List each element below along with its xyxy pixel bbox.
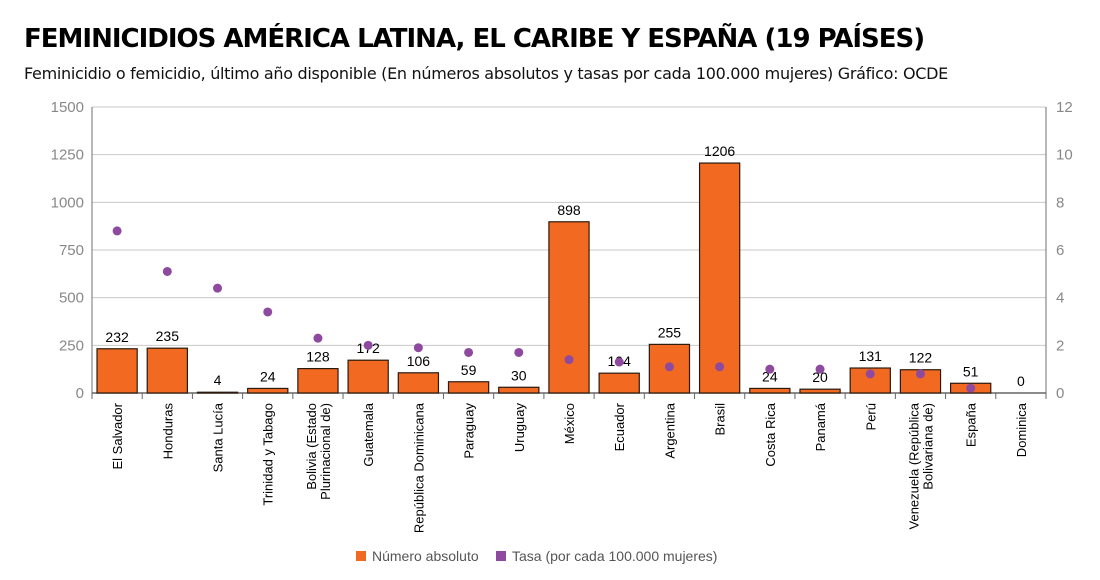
rate-dot — [413, 343, 423, 353]
legend-label: Tasa (por cada 100.000 mujeres) — [512, 548, 717, 564]
legend-swatch — [356, 551, 366, 561]
legend-label: Número absoluto — [372, 548, 479, 564]
x-category-label: Ecuador — [612, 402, 627, 451]
legend-swatch — [496, 551, 506, 561]
x-category-label: Paraguay — [462, 403, 477, 459]
bar-value-label: 30 — [511, 367, 527, 383]
rate-dot — [966, 383, 976, 393]
bar-value-label: 0 — [1017, 373, 1025, 389]
bar — [447, 381, 490, 394]
x-category-label: Guatemala — [361, 402, 376, 466]
bar-value-label: 59 — [461, 362, 477, 378]
bar — [548, 221, 590, 394]
bar-value-label: 128 — [306, 349, 330, 365]
x-category-label: El Salvador — [110, 402, 125, 469]
x-category-label: Argentina — [662, 402, 677, 458]
rate-dot — [564, 355, 574, 365]
bar-value-label: 20 — [812, 369, 828, 385]
x-category-label: México — [562, 403, 577, 444]
rate-dot — [464, 347, 474, 357]
chart-subtitle: Feminicidio o femicidio, último año disp… — [24, 64, 948, 83]
rate-dot — [614, 357, 624, 367]
chart-title: FEMINICIDIOS AMÉRICA LATINA, EL CARIBE Y… — [24, 24, 925, 54]
bar-value-label: 232 — [105, 329, 129, 345]
x-category-label: Plurinacional de) — [318, 403, 333, 500]
x-category-label: Santa Lucía — [211, 402, 226, 472]
y-left-tick-label: 1000 — [51, 194, 84, 211]
bar — [146, 347, 189, 394]
rate-dot — [815, 364, 825, 374]
y-right-tick-label: 10 — [1056, 147, 1073, 164]
bar — [196, 391, 239, 394]
x-category-label: Dominica — [1014, 402, 1029, 457]
bar-value-label: 106 — [407, 353, 431, 369]
bar-value-label: 24 — [762, 368, 778, 384]
bar — [598, 372, 640, 394]
rate-dot — [915, 369, 925, 379]
x-category-label: Perú — [863, 403, 878, 430]
y-left-tick-label: 500 — [59, 290, 84, 307]
y-right-tick-label: 2 — [1056, 337, 1064, 354]
x-category-label: Costa Rica — [763, 402, 778, 466]
rate-dot — [715, 362, 725, 372]
bar — [648, 343, 691, 394]
rate-dot — [664, 362, 674, 372]
bar-value-label: 51 — [963, 363, 979, 379]
rate-dot — [213, 283, 223, 293]
x-category-label: Uruguay — [512, 403, 527, 453]
bar — [297, 367, 339, 394]
bar — [698, 162, 741, 394]
x-category-label: Bolivariana de) — [920, 403, 935, 490]
rate-dot — [162, 266, 172, 276]
x-category-label: Panamá — [813, 402, 828, 451]
bar-value-label: 255 — [658, 324, 682, 340]
bar-value-label: 24 — [260, 368, 276, 384]
x-category-label: Bolivia (Estado — [304, 403, 319, 490]
rate-dot — [263, 307, 273, 317]
y-left-tick-label: 1250 — [51, 147, 84, 164]
x-category-label: Brasil — [713, 403, 728, 436]
bar-value-label: 898 — [557, 202, 581, 218]
y-left-tick-label: 250 — [59, 337, 84, 354]
bar — [397, 372, 440, 394]
bar-value-label: 1206 — [704, 143, 735, 159]
y-left-tick-label: 750 — [59, 242, 84, 259]
bar — [96, 348, 138, 394]
x-category-label: España — [964, 402, 979, 447]
bar — [498, 386, 540, 394]
bar-value-label: 235 — [156, 328, 180, 344]
y-left-tick-label: 0 — [76, 385, 84, 402]
y-right-tick-label: 12 — [1056, 99, 1073, 116]
x-category-label: Honduras — [160, 403, 175, 460]
rate-dot — [112, 226, 122, 236]
y-right-tick-label: 6 — [1056, 242, 1064, 259]
rate-dot — [363, 340, 373, 350]
y-right-tick-label: 0 — [1056, 385, 1064, 402]
rate-dot — [514, 347, 524, 357]
bar-value-label: 131 — [859, 348, 883, 364]
bar — [749, 387, 791, 394]
y-right-tick-label: 4 — [1056, 290, 1064, 307]
x-category-label: Venezuela (República — [906, 402, 921, 529]
rate-dot — [865, 369, 875, 379]
x-category-label: República Dominicana — [411, 402, 426, 533]
y-left-tick-label: 1500 — [51, 99, 84, 116]
bar-value-label: 4 — [214, 372, 222, 388]
bar — [799, 388, 841, 394]
bar — [347, 359, 389, 394]
x-category-label: Trinidad y Tabago — [261, 403, 276, 506]
rate-dot — [313, 333, 323, 343]
y-right-tick-label: 8 — [1056, 194, 1064, 211]
bar — [247, 387, 289, 394]
bar-value-label: 122 — [909, 350, 933, 366]
rate-dot — [765, 364, 775, 374]
